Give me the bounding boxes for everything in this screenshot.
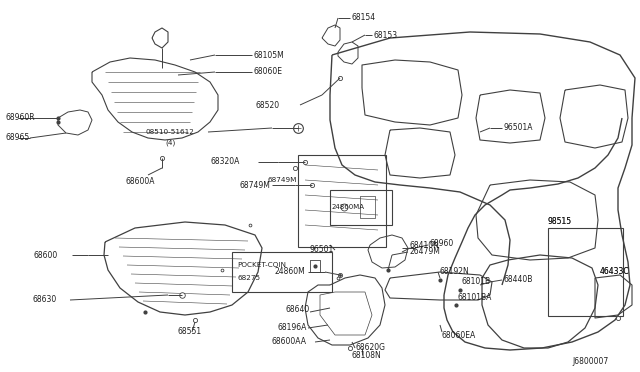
Text: 68551: 68551 <box>178 327 202 337</box>
Text: 68520: 68520 <box>256 100 280 109</box>
Text: 24860MA: 24860MA <box>332 204 365 210</box>
Text: 68320A: 68320A <box>211 157 240 167</box>
Text: 68108N: 68108N <box>352 350 381 359</box>
Text: 68600A: 68600A <box>125 177 154 186</box>
Text: (4): (4) <box>165 140 175 146</box>
Text: 68101BA: 68101BA <box>458 294 492 302</box>
Text: 68154: 68154 <box>352 13 376 22</box>
Text: 96501: 96501 <box>310 246 334 254</box>
Text: 68440B: 68440B <box>504 276 533 285</box>
Text: 68105M: 68105M <box>254 51 285 60</box>
Text: 68410N: 68410N <box>410 241 440 250</box>
Text: 68196A: 68196A <box>278 324 307 333</box>
Text: 68640: 68640 <box>285 305 309 314</box>
Text: 46433C: 46433C <box>600 267 630 276</box>
Text: 68960R: 68960R <box>5 113 35 122</box>
Text: 68192N: 68192N <box>440 267 470 276</box>
Text: 68060EA: 68060EA <box>442 330 476 340</box>
Text: 68600AA: 68600AA <box>272 337 307 346</box>
Text: 68960: 68960 <box>430 238 454 247</box>
Bar <box>298 155 386 247</box>
Text: 98515: 98515 <box>548 218 572 227</box>
Text: 24860M: 24860M <box>275 267 305 276</box>
Bar <box>232 252 332 292</box>
Text: 08510-51612: 08510-51612 <box>145 129 194 135</box>
Text: J6800007: J6800007 <box>572 357 608 366</box>
Bar <box>330 190 392 225</box>
Text: 98515: 98515 <box>548 218 572 227</box>
Text: 68620G: 68620G <box>355 343 385 353</box>
Text: 96501A: 96501A <box>504 124 534 132</box>
Text: 26479M: 26479M <box>410 247 441 257</box>
Text: 68101B: 68101B <box>462 278 491 286</box>
Bar <box>548 228 623 316</box>
Text: 68600: 68600 <box>34 250 58 260</box>
Text: 68153: 68153 <box>374 31 398 39</box>
Text: 46433C: 46433C <box>600 267 630 276</box>
Text: 68275: 68275 <box>237 275 260 281</box>
Text: 68749M: 68749M <box>239 180 270 189</box>
Text: 68965: 68965 <box>5 134 29 142</box>
Text: POCKET-COIN: POCKET-COIN <box>237 262 286 268</box>
Text: 68060E: 68060E <box>254 67 283 77</box>
Text: 68749M: 68749M <box>268 177 298 183</box>
Text: 68630: 68630 <box>33 295 57 305</box>
